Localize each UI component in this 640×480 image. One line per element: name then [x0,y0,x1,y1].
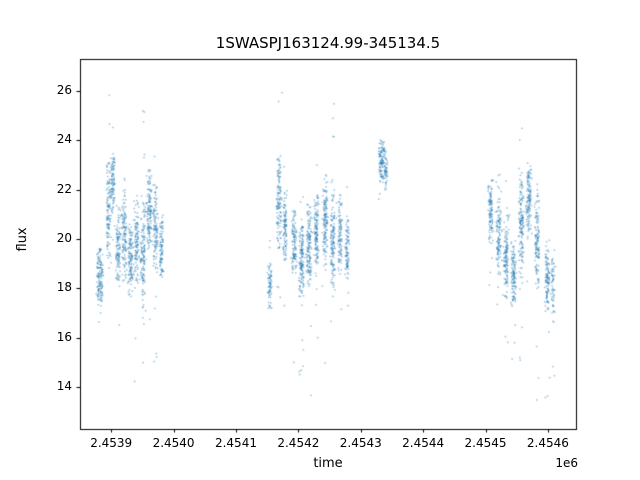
x-axis-label: time [313,456,343,471]
plot-title: 1SWASPJ163124.99-345134.5 [215,34,441,52]
x-axis-offset-label: 1e6 [555,456,578,470]
